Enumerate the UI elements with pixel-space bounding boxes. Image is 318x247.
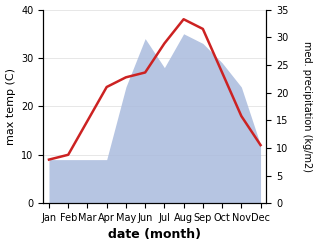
Y-axis label: max temp (C): max temp (C) [5,68,16,145]
Y-axis label: med. precipitation (kg/m2): med. precipitation (kg/m2) [302,41,313,172]
X-axis label: date (month): date (month) [108,228,201,242]
